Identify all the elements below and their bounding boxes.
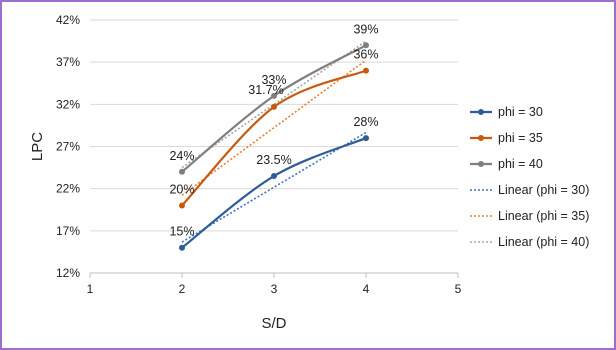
y-tick-label-37: 37% bbox=[56, 55, 80, 69]
data-point-1-2 bbox=[271, 173, 277, 180]
data-point-2-1 bbox=[179, 202, 185, 209]
data-label-1-1: 15% bbox=[169, 225, 194, 239]
data-label-2-1: 20% bbox=[169, 183, 194, 197]
data-point-3-1 bbox=[179, 168, 185, 175]
y-tick-label-32: 32% bbox=[56, 97, 80, 111]
data-label-2-3: 36% bbox=[353, 48, 378, 62]
data-point-2-3 bbox=[363, 67, 369, 74]
data-label-2-2: 31.7% bbox=[248, 83, 283, 97]
data-point-1-3 bbox=[363, 135, 369, 142]
data-point-1-1 bbox=[179, 244, 185, 251]
data-point-3-2 bbox=[271, 92, 277, 99]
axes: 12% 17% 22% 27% 32% 37% 42% 1 2 3 4 5 bbox=[56, 13, 462, 296]
legend-trend-label-2: Linear (phi = 35) bbox=[498, 209, 589, 223]
legend-trend-label-1: Linear (phi = 30) bbox=[498, 183, 589, 197]
data-label-3-2: 33% bbox=[261, 73, 286, 87]
y-tick-label-12: 12% bbox=[56, 266, 80, 280]
trendlines bbox=[181, 40, 367, 243]
y-tick-label-22: 22% bbox=[56, 182, 80, 196]
legend-marker-1 bbox=[478, 109, 484, 115]
data-label-1-2: 23.5% bbox=[256, 153, 291, 167]
legend-trend-label-3: Linear (phi = 40) bbox=[498, 235, 589, 249]
gridlines bbox=[90, 19, 458, 274]
data-label-3-3: 39% bbox=[353, 22, 378, 36]
legend: phi = 30 phi = 35 phi = 40 Linear (phi = 30… bbox=[470, 105, 589, 249]
data-labels: 15% 23.5% 28% 20% 31.7% 36% 24% 33% 39% bbox=[169, 22, 378, 238]
series-lines bbox=[179, 42, 369, 251]
x-tick-label-4: 4 bbox=[363, 282, 370, 296]
legend-label-3: phi = 40 bbox=[498, 157, 543, 171]
y-axis-title: LPC bbox=[29, 132, 46, 161]
legend-marker-3 bbox=[478, 161, 484, 167]
legend-label-2: phi = 35 bbox=[498, 131, 543, 145]
y-tick-label-17: 17% bbox=[56, 224, 80, 238]
data-label-3-1: 24% bbox=[169, 149, 194, 163]
y-tick-label-42: 42% bbox=[56, 13, 80, 27]
x-tick-label-5: 5 bbox=[455, 282, 462, 296]
x-tick-label-1: 1 bbox=[87, 282, 94, 296]
legend-marker-2 bbox=[478, 135, 484, 141]
data-label-1-3: 28% bbox=[353, 115, 378, 129]
x-tick-label-2: 2 bbox=[179, 282, 186, 296]
y-tick-label-27: 27% bbox=[56, 140, 80, 154]
x-tick-label-3: 3 bbox=[271, 282, 278, 296]
data-point-3-3 bbox=[363, 42, 369, 49]
data-point-2-2 bbox=[271, 103, 277, 110]
x-axis-title: S/D bbox=[261, 315, 286, 332]
legend-label-1: phi = 30 bbox=[498, 105, 543, 119]
